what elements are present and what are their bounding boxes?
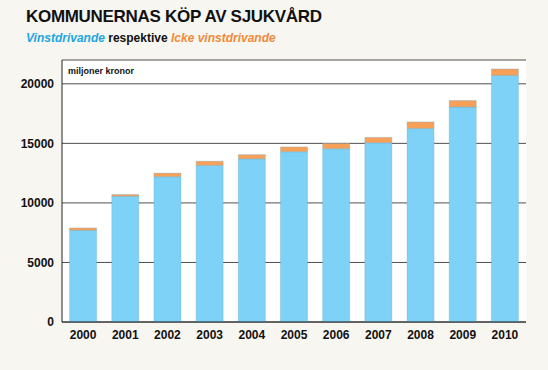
svg-text:2001: 2001 [112, 328, 139, 342]
svg-text:2006: 2006 [323, 328, 350, 342]
svg-text:0: 0 [47, 315, 54, 329]
svg-text:20000: 20000 [21, 77, 55, 91]
svg-text:2007: 2007 [365, 328, 392, 342]
svg-text:2003: 2003 [196, 328, 223, 342]
html-text:KOMMUNERNAS KÖP AV SJUKVÅRD: KOMMUNERNAS KÖP AV SJUKVÅRD [26, 7, 322, 26]
svg-text:2005: 2005 [281, 328, 308, 342]
svg-text:2000: 2000 [70, 328, 97, 342]
svg-text:10000: 10000 [21, 196, 55, 210]
html-text:miljoner kronor: miljoner kronor [68, 66, 134, 76]
svg-text:2004: 2004 [238, 328, 265, 342]
html-text:Vinstdrivande respektive Icke: Vinstdrivande respektive Icke vinstdriva… [26, 31, 276, 45]
svg-text:2009: 2009 [449, 328, 476, 342]
svg-text:5000: 5000 [27, 256, 54, 270]
svg-text:2010: 2010 [492, 328, 519, 342]
svg-text:15000: 15000 [21, 137, 55, 151]
svg-text:2002: 2002 [154, 328, 181, 342]
svg-text:2008: 2008 [407, 328, 434, 342]
